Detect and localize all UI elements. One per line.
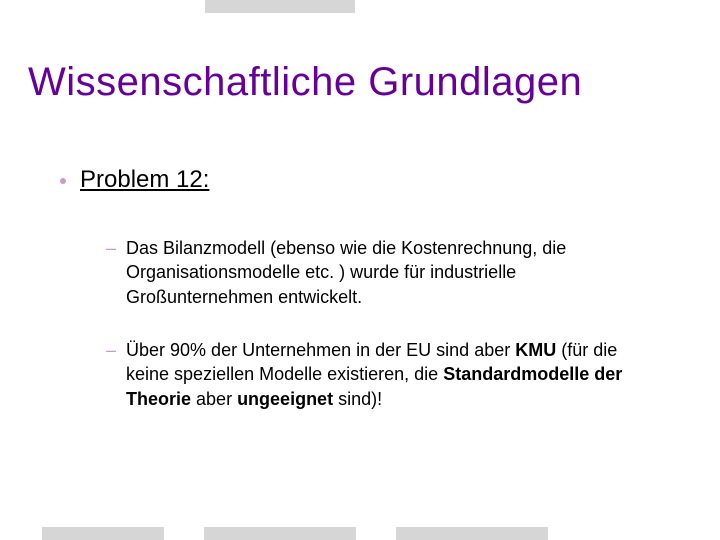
bottom-accent-bars (0, 516, 720, 540)
bullet-label: Problem 12: (80, 166, 209, 194)
bullet-level-1: Problem 12: (60, 166, 209, 194)
slide-title: Wissenschaftliche Grundlagen (28, 60, 582, 105)
sub-bullet-text: Über 90% der Unternehmen in der EU sind … (126, 338, 660, 411)
sub-bullet-dash-icon: – (106, 236, 116, 260)
sub-bullet-item: –Das Bilanzmodell (ebenso wie die Kosten… (106, 236, 660, 309)
bottom-accent-bar (396, 527, 548, 540)
bottom-accent-bar (42, 527, 164, 540)
top-accent-bar (205, 0, 355, 13)
sub-bullet-item: –Über 90% der Unternehmen in der EU sind… (106, 338, 660, 411)
slide: Wissenschaftliche Grundlagen Problem 12:… (0, 0, 720, 540)
sub-bullet-dash-icon: – (106, 338, 116, 362)
sub-bullet-text: Das Bilanzmodell (ebenso wie die Kostenr… (126, 236, 660, 309)
bullet-dot-icon (60, 178, 66, 184)
bottom-accent-bar (204, 527, 356, 540)
